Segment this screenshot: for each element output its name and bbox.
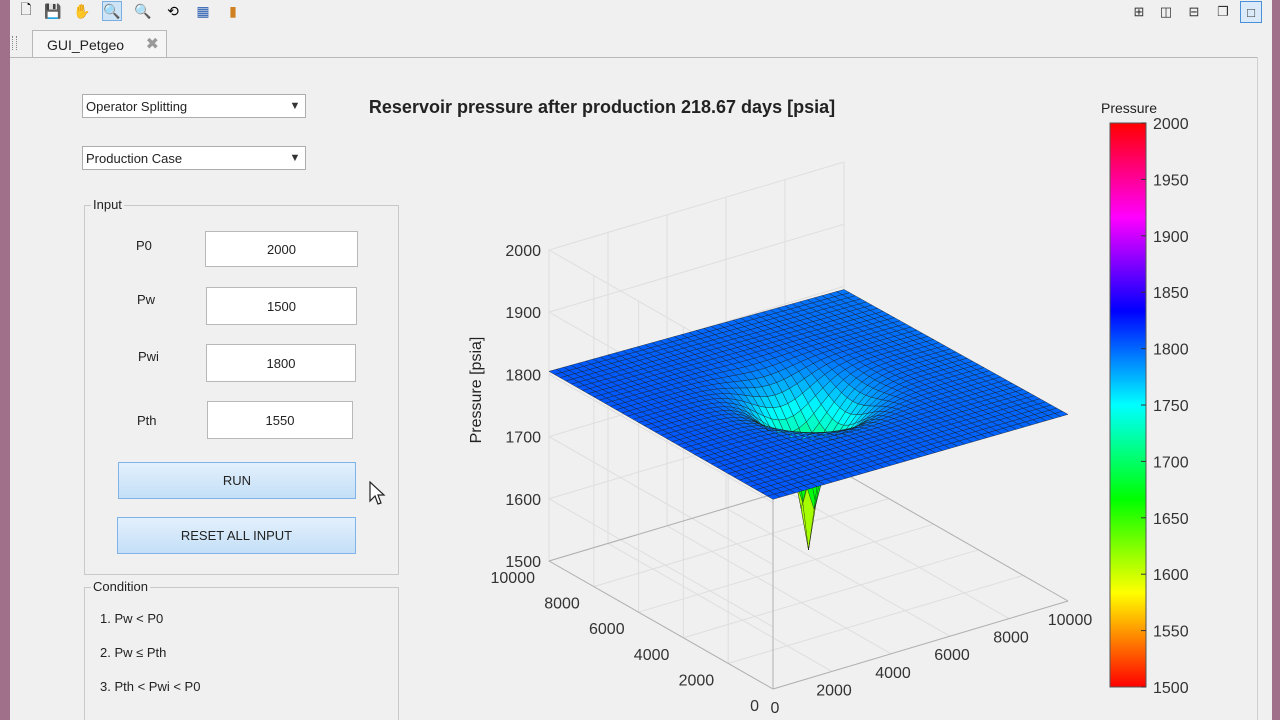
pth-label: Pth: [137, 413, 157, 428]
input-panel: Input: [84, 197, 399, 575]
colorbar-tick-label: 1950: [1153, 172, 1189, 189]
surface-patch: [1054, 411, 1069, 417]
run-button[interactable]: RUN: [118, 462, 356, 499]
pwi-field[interactable]: 1800: [206, 344, 356, 382]
colorbar-tick-label: 1600: [1153, 567, 1189, 584]
pw-field[interactable]: 1500: [206, 287, 357, 325]
colorbar-tick-label: 1900: [1153, 229, 1189, 246]
pressure-surface: [548, 289, 1069, 550]
colorbar-tick-label: 1850: [1153, 285, 1189, 302]
colorbar: [1109, 122, 1147, 688]
save-icon[interactable]: 💾: [44, 2, 62, 19]
axis-ticks: 1500 1600 1700 1800 1900 2000 0 2000 4000 6000 800…: [491, 243, 1093, 717]
axis-frame-line: [772, 600, 1069, 690]
floor-grid-line: [683, 549, 979, 639]
wall-grid-line: [547, 472, 845, 690]
maximize-icon[interactable]: □: [1240, 1, 1262, 23]
p0-field[interactable]: 2000: [205, 231, 358, 267]
pth-field[interactable]: 1550: [207, 401, 353, 439]
chevron-down-icon: ▼: [289, 100, 301, 112]
condition-panel: Condition: [84, 579, 399, 720]
axis-frame-line: [548, 560, 774, 690]
condition-item: 1. Pw < P0: [100, 611, 164, 626]
colorbar-tick-label: 1750: [1153, 398, 1189, 415]
zoom-in-icon[interactable]: 🔍: [102, 1, 122, 21]
colorbar-tick-label: 2000: [1153, 116, 1189, 133]
float-icon[interactable]: ❐: [1217, 4, 1229, 19]
x-tick-label: 2000: [816, 682, 852, 699]
colorbar-label: Pressure: [1101, 100, 1157, 116]
colorbar-tick-label: 1500: [1153, 680, 1189, 697]
p0-label: P0: [136, 238, 152, 253]
floor-grid-line: [607, 542, 833, 672]
floor-grid-line: [725, 507, 951, 637]
vertical-scrollbar[interactable]: [1257, 57, 1272, 720]
floor-grid-line: [638, 523, 934, 613]
document-tabbar: GUI_Petgeo ✖: [10, 28, 1272, 58]
y-tick-label: 2000: [679, 672, 715, 689]
z-tick-label: 1700: [505, 430, 541, 447]
tile-grid-icon[interactable]: ⊞: [1133, 4, 1145, 19]
colorbar-icon[interactable]: ▮: [229, 2, 237, 19]
floor-grid-line: [728, 574, 1024, 664]
chevron-down-icon: ▼: [289, 152, 301, 164]
tab-grip[interactable]: [12, 36, 17, 50]
y-tick-label: 4000: [634, 647, 670, 664]
condition-item: 2. Pw ≤ Pth: [100, 645, 167, 660]
tab-title: GUI_Petgeo: [47, 37, 125, 53]
y-tick-label: 0: [750, 698, 759, 715]
zoom-out-icon[interactable]: 🔍: [134, 2, 152, 19]
method-dropdown[interactable]: Operator Splitting ▼: [82, 94, 306, 118]
colorbar-ticks: 2000 1950 1900 1850 1800 1750 1700 1650 1600 1550…: [1141, 116, 1189, 697]
x-tick-label: 6000: [934, 647, 970, 664]
colorbar-tick-label: 1700: [1153, 454, 1189, 471]
pan-hand-icon[interactable]: ✋: [73, 2, 91, 19]
split-horizontal-icon[interactable]: ⊟: [1188, 4, 1200, 19]
data-cursor-icon[interactable]: ▦: [196, 2, 210, 19]
case-dropdown-value: Production Case: [86, 151, 183, 166]
colorbar-tick-label: 1550: [1153, 624, 1189, 641]
pressure-surface-chart: 1500 1600 1700 1800 1900 2000 0 2000 4000 6000 800…: [369, 97, 1189, 717]
condition-item: 3. Pth < Pwi < P0: [100, 679, 201, 694]
chart-title: Reservoir pressure after production 218.…: [369, 97, 835, 117]
case-dropdown[interactable]: Production Case ▼: [82, 146, 306, 170]
z-tick-label: 1600: [505, 492, 541, 509]
x-tick-label: 0: [771, 700, 780, 717]
z-tick-label: 1800: [505, 367, 541, 384]
floor-grid-line: [784, 490, 1010, 620]
z-tick-label: 1500: [505, 554, 541, 571]
y-tick-label: 8000: [544, 596, 580, 613]
y-tick-label: 6000: [589, 621, 625, 638]
reset-all-input-button[interactable]: RESET ALL INPUT: [117, 517, 356, 554]
pwi-label: Pwi: [138, 349, 159, 364]
condition-panel-title: Condition: [91, 579, 150, 594]
z-tick-label: 2000: [505, 243, 541, 260]
colorbar-tick-label: 1650: [1153, 511, 1189, 528]
close-icon[interactable]: ✖: [145, 36, 159, 53]
y-tick-label: 10000: [491, 570, 536, 587]
colorbar-tick-label: 1800: [1153, 342, 1189, 359]
floor-grid-line: [666, 525, 892, 655]
rotate-3d-icon[interactable]: ⟲: [167, 2, 179, 19]
floor-grid-line: [593, 498, 889, 588]
pw-label: Pw: [137, 292, 156, 307]
new-file-icon[interactable]: 🗋: [20, 1, 32, 17]
figure-toolbar: 🗋 💾 ✋ 🔍 🔍 ⟲ ▦ ▮ ⊞ ◫ ⊟ ❐ □: [10, 0, 1272, 24]
x-tick-label: 4000: [875, 665, 911, 682]
x-tick-label: 10000: [1048, 612, 1093, 629]
z-axis-label: Pressure [psia]: [468, 337, 485, 444]
input-panel-title: Input: [91, 197, 124, 212]
z-tick-label: 1900: [505, 305, 541, 322]
method-dropdown-value: Operator Splitting: [86, 99, 188, 114]
axis-frame-line: [843, 472, 1069, 602]
app-window: 🗋 💾 ✋ 🔍 🔍 ⟲ ▦ ▮ ⊞ ◫ ⊟ ❐ □ GUI_Petgeo ✖ O…: [10, 0, 1272, 720]
mouse-pointer-icon: [369, 481, 386, 505]
x-tick-label: 8000: [993, 630, 1029, 647]
split-vertical-icon[interactable]: ◫: [1159, 4, 1173, 19]
tab-gui-petgeo[interactable]: GUI_Petgeo ✖: [32, 30, 167, 57]
